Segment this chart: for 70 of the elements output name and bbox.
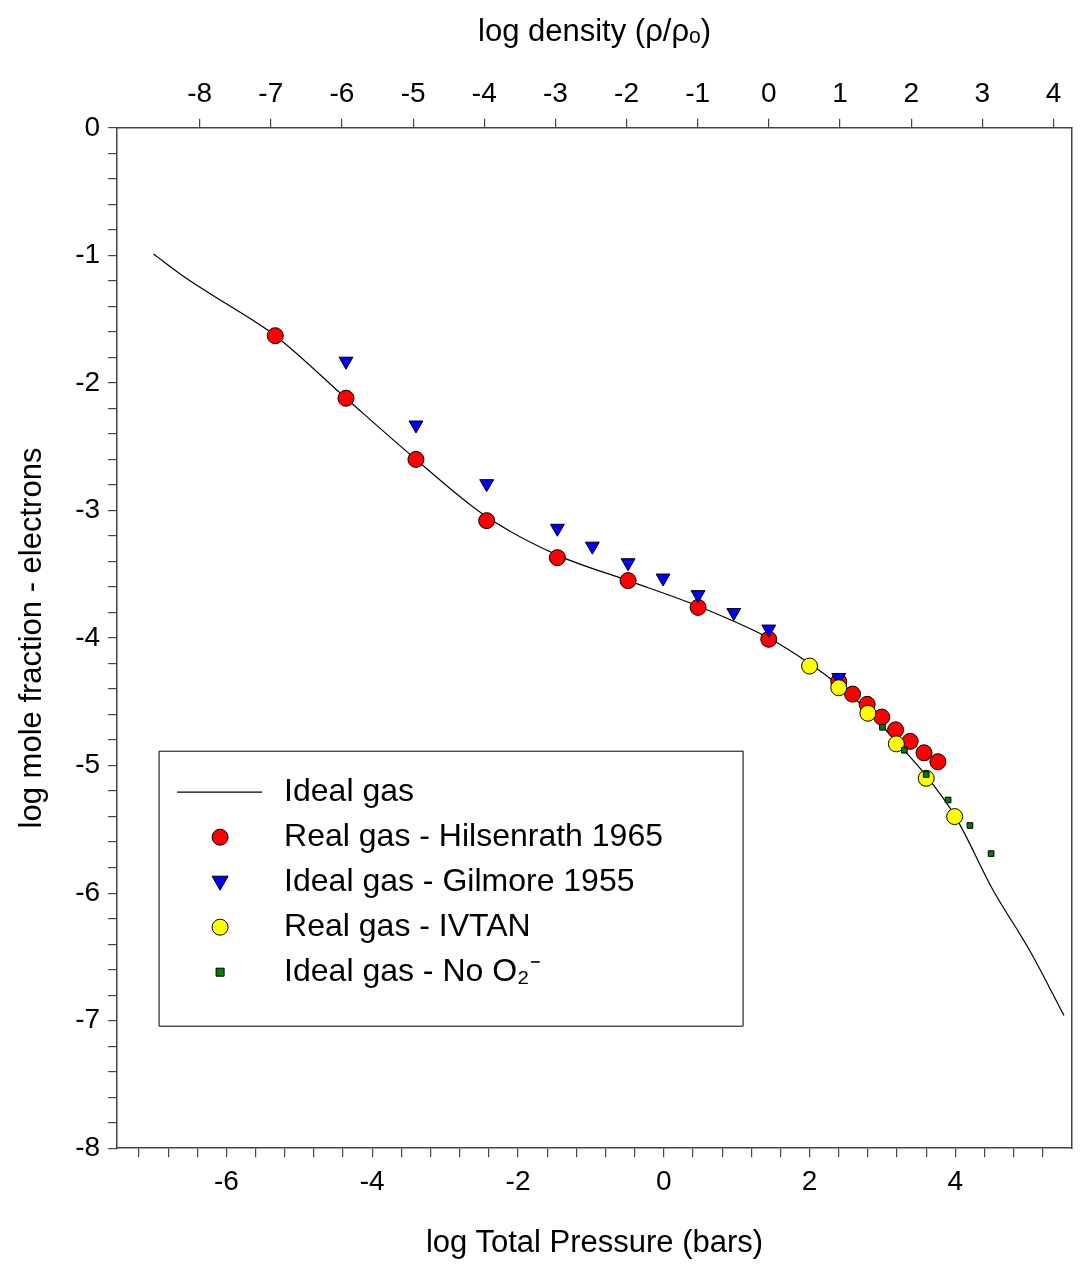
y-tick-label: -3 [75,493,101,525]
point [338,356,354,370]
x2-tick-label: -5 [400,76,426,108]
x-tick-label: 4 [947,1164,964,1196]
point [407,450,425,468]
point [549,523,565,537]
point [801,657,819,675]
y-tick-label: -2 [75,365,101,397]
point [337,389,355,407]
x2-tick-label: 4 [1045,76,1062,108]
x2-tick-label: -2 [614,76,640,108]
y-tick-label: -8 [75,1130,101,1162]
point [726,607,742,621]
point [915,744,933,762]
point [548,549,566,567]
x2-tick-label: 3 [974,76,991,108]
y-tick-label: -4 [75,620,101,652]
y-tick-label: 0 [84,110,101,142]
point [929,753,947,771]
x-axis-title: log Total Pressure (bars) [425,1223,764,1259]
point [266,327,284,345]
y-tick-label: -1 [75,238,101,270]
point [966,822,974,829]
x-tick-label: -4 [359,1164,385,1196]
point [478,512,496,530]
legend-label: Ideal gas [284,772,414,809]
point [761,624,777,638]
point [844,685,862,703]
x2-axis-title: log density (ρ/ρₒ) [478,13,712,49]
y-tick-label: -7 [75,1003,101,1035]
point [479,479,495,493]
x2-tick-label: -8 [187,76,213,108]
point [944,796,952,804]
legend-label: Ideal gas - No O₂⁻ [284,952,541,989]
x2-tick-label: -6 [329,76,355,108]
line-series [152,253,1065,1017]
point [873,708,891,726]
point [619,572,637,590]
x-tick-label: -6 [213,1164,239,1196]
y-tick-label: -6 [75,875,101,907]
x-tick-label: 2 [801,1164,818,1196]
point [879,723,886,731]
point [946,808,964,826]
x2-tick-label: -7 [258,76,284,108]
x2-tick-label: -4 [471,76,497,108]
x2-tick-label: -3 [542,76,568,108]
x2-tick-label: 1 [832,76,848,108]
y-axis-title: log mole fraction - electrons [13,447,49,829]
point [987,850,995,857]
point [901,746,908,754]
x-tick-label: -2 [505,1164,531,1196]
x2-tick-label: 2 [903,76,919,108]
point [887,721,905,739]
point [689,598,707,616]
point [887,735,905,753]
point [690,590,706,604]
point [901,732,919,750]
point [408,420,424,434]
legend-label: Ideal gas - Gilmore 1955 [284,862,635,899]
x-tick-label: 0 [656,1164,672,1196]
x2-tick-label: -1 [685,76,711,108]
point [655,573,671,587]
point [584,541,600,555]
legend-label: Real gas - Hilsenrath 1965 [284,817,663,854]
point [620,558,636,572]
point [859,704,877,722]
x2-tick-label: 0 [761,76,777,108]
legend-label: Real gas - IVTAN [284,907,531,944]
point [830,679,848,697]
y-tick-label: -5 [75,748,101,780]
